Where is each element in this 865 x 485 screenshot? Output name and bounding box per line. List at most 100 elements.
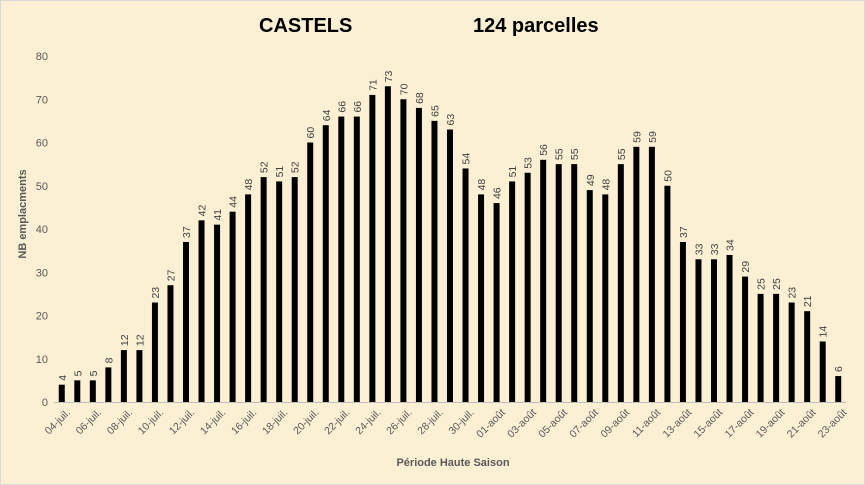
- bar: [711, 259, 717, 402]
- data-label: 55: [554, 148, 566, 160]
- bar: [384, 86, 391, 403]
- bar: [462, 168, 469, 402]
- data-label: 59: [631, 131, 643, 143]
- data-label: 48: [476, 179, 488, 191]
- bar: [819, 341, 826, 402]
- bar: [664, 185, 671, 402]
- data-label: 37: [678, 226, 690, 238]
- bar: [602, 194, 609, 402]
- bar: [120, 350, 127, 402]
- x-tick-label: 15-août: [692, 407, 726, 441]
- x-tick-label: 16-juil.: [229, 407, 259, 437]
- x-tick-label: 04-juil.: [43, 407, 73, 437]
- bar: [229, 211, 236, 402]
- x-tick-label: 14-juil.: [198, 407, 228, 437]
- x-tick-label: 22-juil.: [322, 407, 352, 437]
- data-label: 52: [259, 161, 271, 173]
- bar: [415, 107, 422, 403]
- bar: [835, 376, 842, 402]
- x-tick-label: 11-août: [630, 407, 663, 440]
- y-tick-label: 10: [36, 354, 48, 366]
- bar: [58, 384, 65, 402]
- x-tick-label: 19-août: [754, 407, 788, 441]
- bar: [804, 311, 811, 402]
- bar: [400, 99, 407, 402]
- y-axis-title: NB emplacments: [17, 169, 29, 258]
- bar: [136, 350, 143, 402]
- bar: [260, 177, 267, 402]
- data-label: 53: [523, 157, 535, 169]
- bar: [571, 164, 578, 402]
- bar: [291, 177, 298, 402]
- bar: [633, 146, 640, 402]
- y-tick-label: 60: [36, 138, 48, 150]
- bar: [478, 194, 485, 402]
- bar: [105, 367, 112, 402]
- data-label: 50: [662, 170, 674, 182]
- bar: [788, 302, 795, 402]
- data-label: 48: [243, 179, 255, 191]
- data-label: 25: [756, 278, 768, 290]
- bar: [245, 194, 252, 402]
- bar: [447, 129, 453, 402]
- data-label: 46: [492, 187, 504, 199]
- data-label: 4: [57, 375, 69, 381]
- data-label: 34: [725, 239, 737, 251]
- bar: [322, 125, 329, 402]
- data-label: 54: [461, 153, 473, 165]
- bar: [617, 164, 624, 402]
- bar: [183, 241, 189, 402]
- x-tick-label: 23-août: [816, 407, 850, 441]
- data-label: 42: [197, 205, 209, 217]
- data-label: 37: [181, 226, 193, 238]
- bar: [276, 181, 283, 402]
- x-tick-label: 03-août: [505, 407, 539, 441]
- data-label: 51: [274, 166, 286, 178]
- y-tick-label: 20: [36, 311, 48, 323]
- data-label: 65: [429, 105, 441, 117]
- data-label: 55: [616, 148, 628, 160]
- x-tick-label: 24-juil.: [353, 407, 383, 437]
- data-label: 49: [585, 174, 597, 186]
- data-label: 73: [383, 70, 395, 82]
- bar: [74, 380, 81, 402]
- data-label: 29: [740, 261, 752, 273]
- x-tick-label: 21-août: [785, 407, 819, 441]
- data-label: 5: [88, 370, 100, 376]
- x-tick-label: 07-août: [567, 407, 601, 441]
- x-tick-label: 17-août: [723, 407, 757, 441]
- bar: [198, 220, 205, 402]
- bar: [493, 203, 500, 402]
- bar: [369, 94, 376, 403]
- y-axis: 0 10 20 30 40 50 60 70 80: [36, 51, 48, 409]
- data-label: 68: [414, 92, 426, 104]
- data-label: 27: [165, 269, 177, 281]
- data-label: 21: [802, 295, 814, 307]
- x-axis: 04-juil. 06-juil. 08-juil. 10-juil. 12-juil.…: [43, 402, 850, 441]
- bar: [338, 116, 345, 403]
- data-label: 56: [538, 144, 550, 156]
- data-label: 6: [833, 366, 845, 372]
- data-label: 12: [134, 334, 146, 346]
- data-label: 64: [321, 109, 333, 121]
- x-tick-label: 09-août: [598, 407, 632, 441]
- data-label: 66: [352, 101, 364, 113]
- x-tick-label: 10-juil.: [136, 407, 166, 437]
- data-label: 14: [818, 326, 830, 338]
- chart-subtitle: 124 parcelles: [473, 15, 599, 37]
- bar: [509, 181, 516, 402]
- data-label: 5: [72, 370, 84, 376]
- bar: [773, 293, 780, 402]
- x-tick-label: 30-juil.: [446, 407, 476, 437]
- bar: [214, 224, 221, 402]
- bar: [648, 146, 655, 402]
- bar: [524, 172, 531, 402]
- bar: [586, 190, 593, 402]
- bar: [742, 276, 749, 402]
- bar: [307, 142, 314, 402]
- data-label: 8: [103, 357, 115, 363]
- x-tick-label: 28-juil.: [415, 407, 445, 437]
- x-tick-label: 18-juil.: [260, 407, 290, 437]
